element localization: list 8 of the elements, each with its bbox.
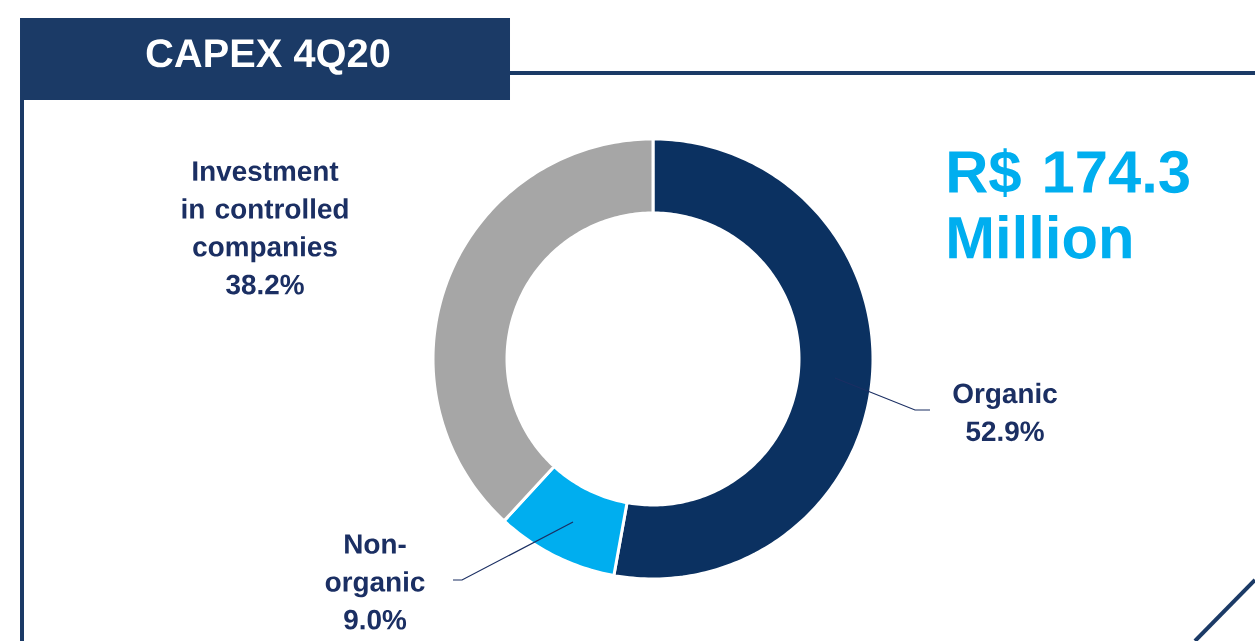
chart-title: CAPEX 4Q20 <box>146 39 390 75</box>
data-label: 9.0% <box>344 609 407 630</box>
data-label: 52.9% <box>966 421 1044 442</box>
slice-label: Non-organic <box>325 534 425 598</box>
slice-label: Investment in controlled companies <box>182 161 348 263</box>
slice-label: Organic <box>953 382 1057 409</box>
text: R$ 174.3 Million <box>949 148 1189 259</box>
data-label: 38.2% <box>226 274 304 295</box>
